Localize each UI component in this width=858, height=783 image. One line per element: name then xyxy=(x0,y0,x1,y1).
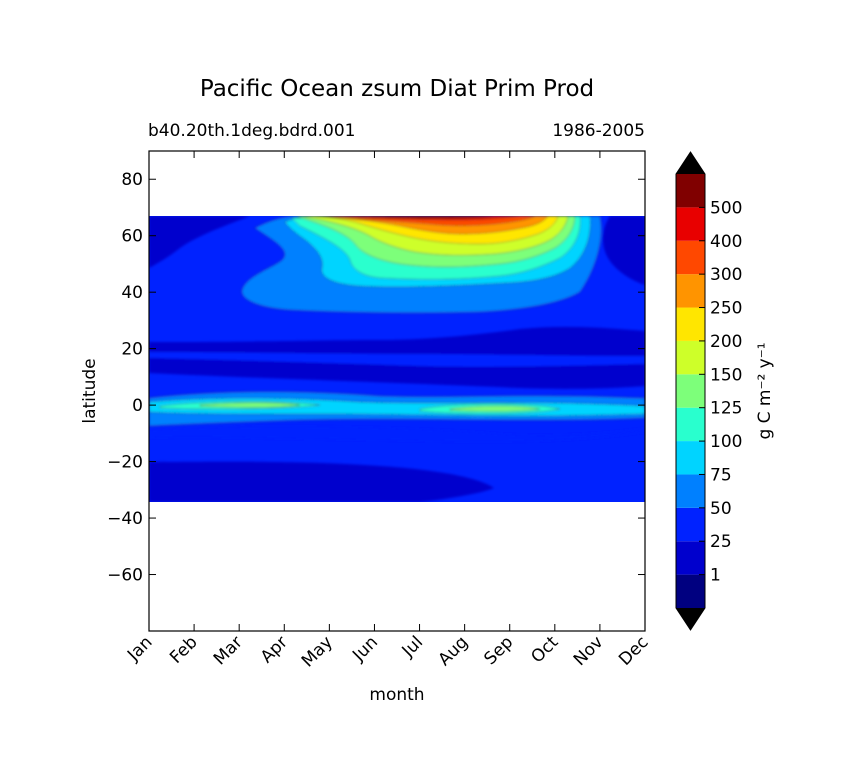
chart-subtitle-case: b40.20th.1deg.bdrd.001 xyxy=(148,121,356,141)
colorbar-tick-label: 300 xyxy=(710,265,742,285)
y-tick-label: 80 xyxy=(121,170,143,190)
y-tick-label: −40 xyxy=(107,509,143,529)
colorbar-swatch xyxy=(676,240,705,275)
contour-field xyxy=(149,216,645,502)
colorbar-swatch xyxy=(676,340,705,375)
y-tick-label: 0 xyxy=(132,396,143,416)
colorbar-extend-min xyxy=(676,608,705,630)
colorbar-tick-label: 50 xyxy=(710,499,732,519)
colorbar-swatch xyxy=(676,274,705,308)
colorbar-swatch xyxy=(676,441,705,475)
chart-title: Pacific Ocean zsum Diat Prim Prod xyxy=(199,76,595,102)
y-axis: 80 60 40 20 0 −20 −40 −60 xyxy=(107,170,645,586)
y-axis-label: latitude xyxy=(80,358,100,423)
colorbar-extend-max xyxy=(676,152,705,174)
colorbar-tick-label: 200 xyxy=(710,332,742,352)
y-tick-label: 20 xyxy=(121,340,143,360)
colorbar-swatch xyxy=(676,407,705,442)
colorbar-swatch xyxy=(676,574,705,608)
x-axis-label: month xyxy=(369,685,424,705)
colorbar-tick-label: 1 xyxy=(710,566,721,586)
contour-band-south-gyre xyxy=(149,461,494,502)
contour-band-northeast-low xyxy=(602,216,645,285)
contour-band-north-subtropic-mid xyxy=(149,352,645,367)
colorbar-swatch xyxy=(676,541,705,575)
y-tick-label: 40 xyxy=(121,283,143,303)
x-tick-label: Jul xyxy=(398,632,427,661)
x-tick-label: Nov xyxy=(570,632,608,670)
x-tick-label: Aug xyxy=(435,632,473,670)
x-tick-label: Dec xyxy=(615,632,652,669)
colorbar-swatch xyxy=(676,507,705,542)
plot-frame xyxy=(148,150,646,632)
y-tick-label: 60 xyxy=(121,227,143,247)
colorbar-swatch xyxy=(676,174,705,208)
colorbar-label: g C m⁻² y⁻¹ xyxy=(755,342,775,439)
colorbar-swatch xyxy=(676,307,705,341)
y-tick-label: −60 xyxy=(107,566,143,586)
contour-band-equator-150 xyxy=(199,402,541,412)
colorbar-swatch xyxy=(676,207,705,241)
x-tick-label: Mar xyxy=(210,632,247,669)
x-tick-label: Apr xyxy=(257,632,292,667)
colorbar-tick-label: 500 xyxy=(710,198,742,218)
x-tick-label: Oct xyxy=(527,632,562,667)
colorbar-tick-label: 75 xyxy=(710,465,732,485)
contour-band-bloom-max xyxy=(344,216,496,219)
x-tick-label: Jun xyxy=(348,632,382,666)
colorbar-outline xyxy=(675,151,706,631)
colorbar-tick-label: 250 xyxy=(710,299,742,319)
x-tick-label: Jan xyxy=(123,632,156,665)
x-tick-label: Feb xyxy=(166,632,201,667)
colorbar-tick-label: 125 xyxy=(710,399,742,419)
contour-band-equator-south xyxy=(149,426,645,442)
colorbar-swatch xyxy=(676,474,705,508)
contour-band-northwest-low xyxy=(149,216,250,268)
colorbar-tick-label: 25 xyxy=(710,532,732,552)
colorbar-tick-label: 400 xyxy=(710,232,742,252)
colorbar-tick-label: 100 xyxy=(710,432,742,452)
colorbar-swatch xyxy=(676,374,705,408)
y-tick-label: −20 xyxy=(107,453,143,473)
x-tick-label: Sep xyxy=(480,632,517,669)
chart-subtitle-years: 1986-2005 xyxy=(552,121,645,141)
colorbar-tick-label: 150 xyxy=(710,365,742,385)
x-tick-label: May xyxy=(298,632,337,671)
